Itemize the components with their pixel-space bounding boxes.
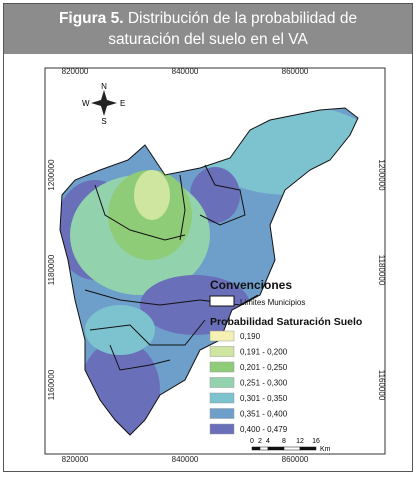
y-coordinate-label: 1180000 (377, 255, 386, 286)
y-coordinate-label: 1180000 (47, 254, 56, 285)
compass-rose (91, 90, 117, 116)
legend-label: 0,191 - 0,200 (240, 348, 288, 357)
compass-south: S (101, 117, 106, 126)
map-frame (44, 67, 386, 455)
scale-label: 16 (312, 438, 320, 445)
legend-classes-title: Probabilidad Saturación Suelo (210, 316, 362, 328)
legend-boundary-swatch (209, 295, 235, 307)
x-coordinate-label: 860000 (282, 455, 309, 464)
legend-swatch (209, 423, 235, 435)
legend-label: 0,301 - 0,350 (240, 394, 288, 403)
figure-title-line: saturación del suelo en el VA (108, 31, 308, 48)
figure-label: Figura 5. (58, 10, 124, 27)
legend-swatch (209, 330, 235, 342)
legend-swatch (209, 346, 235, 357)
legend-swatch (209, 377, 235, 388)
y-coordinate-label: 1200000 (47, 159, 56, 191)
scale-label: 12 (296, 438, 304, 445)
scale-label: 0 (250, 438, 254, 445)
legend-title: Convenciones (210, 278, 292, 292)
scale-segment (267, 446, 285, 451)
x-coordinate-label: 820000 (62, 67, 89, 76)
x-coordinate-label: 860000 (282, 67, 309, 76)
legend-swatch (209, 361, 235, 373)
figure-title-line: Distribución de la probabilidad de (127, 10, 358, 27)
legend-label: 0,400 - 0,479 (240, 425, 288, 434)
compass-west: W (82, 99, 90, 108)
compass-east: E (120, 99, 125, 108)
scale-segment (259, 446, 269, 451)
scale-label: 2 (258, 438, 262, 445)
legend-label: 0,190 (240, 332, 261, 341)
scale-unit: Km (320, 446, 331, 453)
scale-label: 8 (282, 438, 286, 445)
x-coordinate-label: 840000 (172, 455, 199, 464)
y-coordinate-label: 1160000 (47, 369, 56, 400)
x-coordinate-label: 820000 (62, 455, 89, 464)
legend-swatch (209, 392, 235, 404)
scale-segment (251, 446, 261, 451)
legend-boundary-label: Limites Municipios (240, 298, 305, 307)
legend-label: 0,201 - 0,250 (240, 363, 288, 372)
scale-label: 4 (266, 438, 270, 445)
y-coordinate-label: 1200000 (377, 159, 386, 191)
x-coordinate-label: 840000 (172, 67, 199, 76)
municipal-boundaries (59, 107, 359, 436)
y-coordinate-label: 1160000 (377, 370, 386, 401)
scale-segment (299, 446, 317, 451)
legend-label: 0,251 - 0,300 (240, 379, 288, 388)
scale-segment (283, 446, 301, 451)
legend-label: 0,351 - 0,400 (240, 410, 288, 419)
figure-header: Figura 5. Distribución de la probabilida… (4, 4, 412, 54)
compass-north: N (101, 82, 107, 91)
legend-swatch (209, 408, 235, 419)
